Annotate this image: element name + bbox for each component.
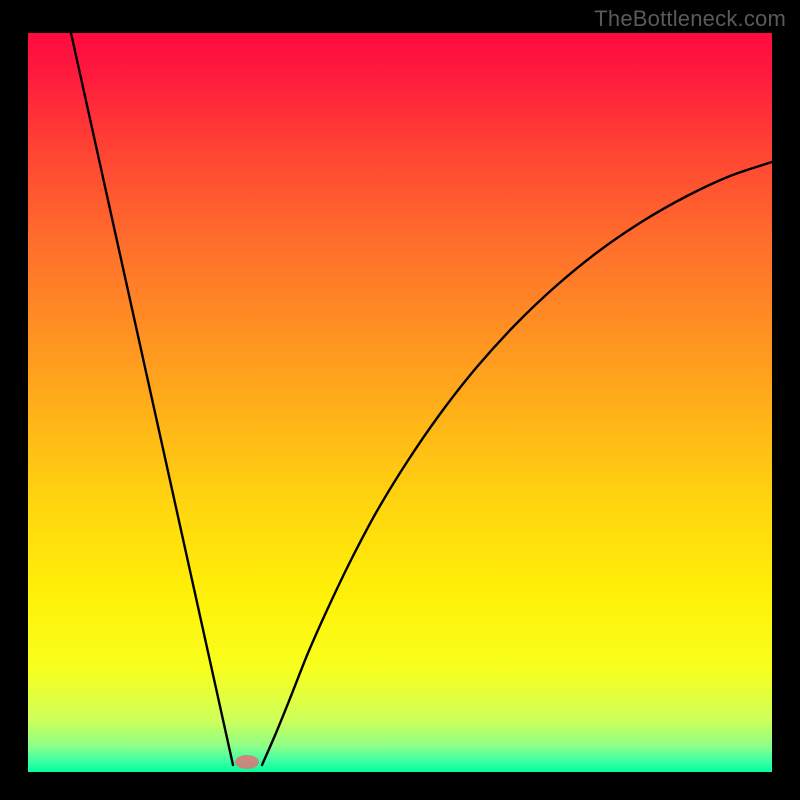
- plot-area: [28, 33, 772, 772]
- bottleneck-curve-chart: [28, 33, 772, 772]
- chart-frame: TheBottleneck.com: [0, 0, 800, 800]
- optimum-marker: [235, 755, 259, 769]
- watermark-text: TheBottleneck.com: [594, 6, 786, 32]
- gradient-background: [28, 33, 772, 772]
